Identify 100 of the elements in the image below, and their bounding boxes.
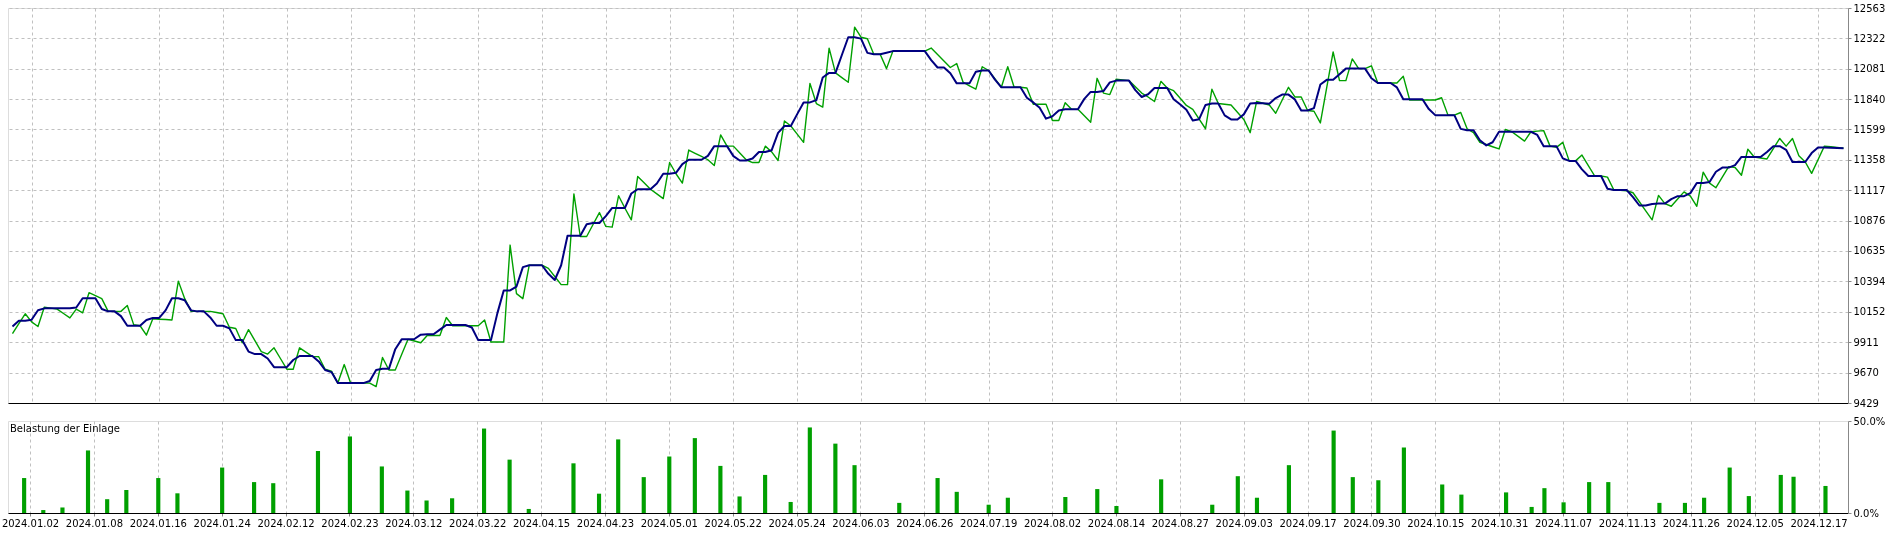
bar <box>1376 480 1381 513</box>
y-tick-label: 10635 <box>1853 245 1886 257</box>
bar <box>1063 496 1068 513</box>
x-tick-label: 2024.08.14 <box>1087 517 1146 529</box>
bar <box>1682 502 1688 513</box>
bar <box>22 478 27 513</box>
x-tick-label: 2024.03.22 <box>449 517 507 529</box>
bar <box>1746 496 1751 513</box>
bar <box>379 466 384 513</box>
y-tick-label: 12322 <box>1853 32 1886 44</box>
x-tick-label: 2024.09.03 <box>1215 517 1273 529</box>
bar <box>1727 467 1732 513</box>
bar <box>271 483 276 513</box>
bar <box>85 450 91 513</box>
x-tick-label: 2024.02.23 <box>321 517 379 529</box>
x-tick-label: 2024.10.31 <box>1471 517 1529 529</box>
bar <box>596 493 602 513</box>
bar <box>220 467 225 513</box>
bar <box>1504 492 1509 513</box>
x-tick-label: 2024.12.17 <box>1790 517 1848 529</box>
bar <box>405 490 410 513</box>
bar <box>807 427 812 513</box>
bar <box>347 436 352 513</box>
bar <box>1587 482 1592 513</box>
x-tick-label: 2024.01.02 <box>1 517 60 529</box>
x-tick-label: 2024.07.19 <box>960 517 1018 529</box>
bar <box>986 504 991 513</box>
bar <box>788 501 793 513</box>
bar <box>718 465 723 513</box>
bar <box>1561 502 1566 513</box>
y-tick-label: 10394 <box>1853 275 1886 287</box>
bar <box>1823 485 1828 513</box>
bar <box>1159 479 1164 513</box>
bar <box>526 508 531 513</box>
bar <box>424 500 429 513</box>
bar <box>41 510 46 513</box>
y-tick-label: 11358 <box>1853 154 1886 166</box>
bar <box>692 438 697 513</box>
bar <box>124 490 129 513</box>
bar <box>1331 430 1336 513</box>
bar <box>571 463 576 513</box>
bar <box>1778 474 1783 513</box>
bar <box>156 478 161 513</box>
x-tick-label: 2024.09.17 <box>1279 517 1337 529</box>
x-tick-label: 2024.01.16 <box>129 517 187 529</box>
bar <box>667 456 672 513</box>
bar <box>852 465 857 513</box>
x-tick-label: 2024.06.03 <box>832 517 890 529</box>
bar <box>1529 506 1534 513</box>
y-tick-label: 11117 <box>1853 184 1886 196</box>
y-tick-label: 50.0% <box>1853 415 1886 427</box>
x-tick-label: 2024.06.26 <box>896 517 954 529</box>
bar <box>315 450 321 513</box>
x-tick-label: 2024.12.05 <box>1726 517 1784 529</box>
x-tick-label: 2024.02.12 <box>257 517 315 529</box>
y-tick-label: 11840 <box>1853 93 1886 105</box>
chart-title: Belastung der Einlage <box>10 423 120 434</box>
bar <box>1254 497 1260 513</box>
bar <box>252 482 257 513</box>
bar <box>1542 488 1547 513</box>
x-tick-label: 2024.01.24 <box>193 517 251 529</box>
y-tick-label: 9429 <box>1853 397 1879 409</box>
y-tick-label: 12081 <box>1853 63 1886 75</box>
bar <box>954 491 959 513</box>
x-tick-label: 2024.08.02 <box>1023 517 1082 529</box>
y-tick-label: 11599 <box>1853 124 1886 135</box>
bar <box>1459 494 1464 513</box>
bar <box>1401 447 1406 513</box>
bar <box>737 496 742 513</box>
bar <box>1235 476 1240 513</box>
y-tick-label: 0.0% <box>1853 507 1879 519</box>
bar <box>1286 465 1291 513</box>
bar <box>1114 506 1119 513</box>
bar <box>60 507 65 513</box>
bar <box>507 459 512 513</box>
bar <box>175 493 180 513</box>
x-tick-label: 2024.10.15 <box>1407 517 1465 529</box>
x-tick-label: 2024.03.12 <box>385 517 443 529</box>
bar <box>481 428 487 513</box>
x-tick-label: 2024.05.22 <box>704 517 762 529</box>
x-tick-label: 2024.05.01 <box>640 517 698 529</box>
bar <box>1350 477 1355 513</box>
x-tick-label: 2024.08.27 <box>1151 517 1209 529</box>
x-tick-label: 2024.04.23 <box>576 517 635 529</box>
y-tick-label: 9670 <box>1853 367 1879 379</box>
bar <box>763 474 768 513</box>
bar <box>1657 502 1662 513</box>
x-tick-label: 2024.05.24 <box>768 517 826 529</box>
x-tick-label: 2024.11.07 <box>1534 517 1593 529</box>
bar <box>1791 476 1796 513</box>
bar <box>450 498 455 513</box>
x-tick-label: 2024.04.15 <box>512 517 571 529</box>
x-tick-label: 2024.11.13 <box>1598 517 1657 529</box>
bar <box>1606 482 1611 513</box>
bar <box>935 478 940 513</box>
y-tick-label: 9911 <box>1853 336 1879 348</box>
bar <box>616 439 621 513</box>
bar <box>1005 497 1010 513</box>
bar <box>1440 484 1445 513</box>
bar <box>897 502 902 513</box>
